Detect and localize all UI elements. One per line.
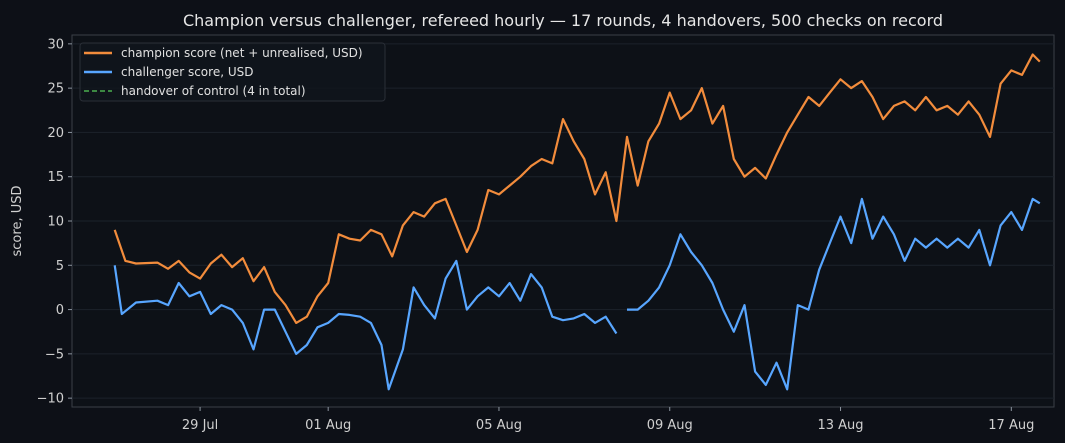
chart-title: Champion versus challenger, refereed hou… [183, 11, 943, 30]
legend-entry-champion: champion score (net + unrealised, USD) [121, 46, 363, 60]
y-tick-label: 0 [56, 303, 64, 318]
y-axis: −10 −5 0 5 10 15 20 25 30 [37, 37, 72, 407]
legend: champion score (net + unrealised, USD) c… [79, 42, 386, 102]
y-tick-label: −10 [37, 392, 64, 407]
legend-entry-handover: handover of control (4 in total) [121, 84, 306, 98]
y-axis-label: score, USD [10, 186, 25, 257]
y-tick-label: −5 [45, 347, 64, 362]
y-tick-label: 15 [47, 170, 64, 185]
x-axis: 29 Jul 01 Aug 05 Aug 09 Aug 13 Aug 17 Aug [182, 407, 1034, 433]
x-tick-label: 17 Aug [988, 418, 1034, 433]
y-tick-label: 10 [47, 215, 64, 230]
legend-box [79, 42, 386, 102]
y-tick-label: 30 [47, 37, 64, 52]
challenger-series-line [113, 197, 1041, 391]
series-layer [113, 53, 1041, 391]
y-tick-label: 20 [47, 126, 64, 141]
champion-series-line [113, 53, 1041, 324]
x-tick-label: 29 Jul [182, 418, 218, 433]
x-tick-label: 05 Aug [476, 418, 522, 433]
legend-entry-challenger: challenger score, USD [121, 65, 253, 79]
x-tick-label: 01 Aug [305, 418, 351, 433]
grid [72, 43, 1054, 399]
y-tick-label: 25 [47, 82, 64, 97]
x-tick-label: 09 Aug [647, 418, 693, 433]
x-tick-label: 13 Aug [817, 418, 863, 433]
y-tick-label: 5 [56, 259, 64, 274]
